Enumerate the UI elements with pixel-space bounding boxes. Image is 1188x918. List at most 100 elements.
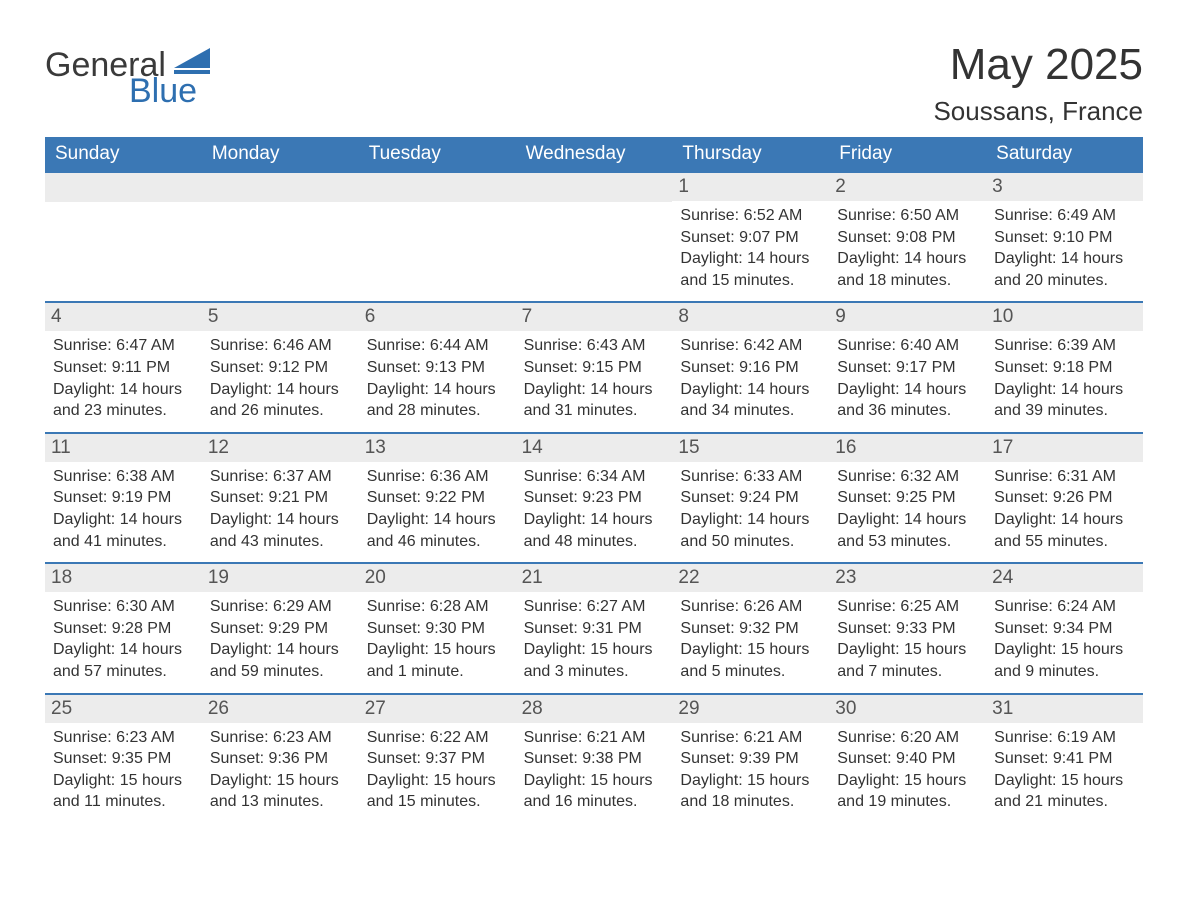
sunrise-label: Sunrise: 6:19 AM	[994, 727, 1135, 749]
calendar-grid: SundayMondayTuesdayWednesdayThursdayFrid…	[45, 137, 1143, 823]
daylight-label: Daylight: 15 hours and 15 minutes.	[367, 770, 508, 813]
sunrise-label: Sunrise: 6:36 AM	[367, 466, 508, 488]
day-detail: Sunrise: 6:42 AMSunset: 9:16 PMDaylight:…	[680, 335, 821, 421]
day-detail: Sunrise: 6:52 AMSunset: 9:07 PMDaylight:…	[680, 205, 821, 291]
day-number: 25	[45, 695, 202, 723]
day-number: 23	[829, 564, 986, 592]
day-detail: Sunrise: 6:37 AMSunset: 9:21 PMDaylight:…	[210, 466, 351, 552]
day-cell: 16Sunrise: 6:32 AMSunset: 9:25 PMDayligh…	[829, 432, 986, 562]
sunset-label: Sunset: 9:35 PM	[53, 748, 194, 770]
daylight-label: Daylight: 14 hours and 18 minutes.	[837, 248, 978, 291]
sunrise-label: Sunrise: 6:21 AM	[680, 727, 821, 749]
daylight-label: Daylight: 14 hours and 50 minutes.	[680, 509, 821, 552]
sunrise-label: Sunrise: 6:34 AM	[524, 466, 665, 488]
day-number	[45, 173, 202, 202]
day-number: 10	[986, 303, 1143, 331]
day-number: 9	[829, 303, 986, 331]
day-detail: Sunrise: 6:28 AMSunset: 9:30 PMDaylight:…	[367, 596, 508, 682]
daylight-label: Daylight: 14 hours and 34 minutes.	[680, 379, 821, 422]
logo-text-wrap: General Blue	[45, 48, 210, 108]
day-cell: 23 Sunrise: 6:25 AMSunset: 9:33 PMDayligh…	[829, 562, 986, 692]
day-detail: Sunrise: 6:34 AMSunset: 9:23 PMDaylight:…	[524, 466, 665, 552]
day-detail: Sunrise: 6:49 AMSunset: 9:10 PMDaylight:…	[994, 205, 1135, 291]
day-detail: Sunrise: 6:23 AMSunset: 9:36 PMDaylight:…	[210, 727, 351, 813]
sunrise-label: Sunrise: 6:42 AM	[680, 335, 821, 357]
sunrise-label: Sunrise: 6:43 AM	[524, 335, 665, 357]
day-number: 7	[516, 303, 673, 331]
day-number: 28	[516, 695, 673, 723]
day-cell: 12 Sunrise: 6:37 AMSunset: 9:21 PMDayligh…	[202, 432, 359, 562]
day-cell	[202, 171, 359, 301]
sunset-label: Sunset: 9:34 PM	[994, 618, 1135, 640]
sunrise-label: Sunrise: 6:44 AM	[367, 335, 508, 357]
day-header: Saturday	[986, 137, 1143, 171]
sunrise-label: Sunrise: 6:52 AM	[680, 205, 821, 227]
daylight-label: Daylight: 15 hours and 13 minutes.	[210, 770, 351, 813]
day-cell: 19Sunrise: 6:29 AMSunset: 9:29 PMDayligh…	[202, 562, 359, 692]
day-cell: 8Sunrise: 6:42 AMSunset: 9:16 PMDaylight…	[672, 301, 829, 431]
sunset-label: Sunset: 9:32 PM	[680, 618, 821, 640]
day-number: 15	[672, 434, 829, 462]
sunrise-label: Sunrise: 6:49 AM	[994, 205, 1135, 227]
day-detail: Sunrise: 6:20 AMSunset: 9:40 PMDaylight:…	[837, 727, 978, 813]
day-detail: Sunrise: 6:21 AMSunset: 9:38 PMDaylight:…	[524, 727, 665, 813]
sunrise-label: Sunrise: 6:33 AM	[680, 466, 821, 488]
day-detail: Sunrise: 6:36 AMSunset: 9:22 PMDaylight:…	[367, 466, 508, 552]
sunrise-label: Sunrise: 6:26 AM	[680, 596, 821, 618]
logo-text-blue: Blue	[129, 74, 210, 108]
logo-block: General Blue	[45, 48, 210, 108]
daylight-label: Daylight: 14 hours and 55 minutes.	[994, 509, 1135, 552]
calendar-page: General Blue May 2025 Soussans, France S…	[0, 0, 1188, 918]
day-detail: Sunrise: 6:40 AMSunset: 9:17 PMDaylight:…	[837, 335, 978, 421]
day-detail: Sunrise: 6:25 AMSunset: 9:33 PMDaylight:…	[837, 596, 978, 682]
day-detail: Sunrise: 6:30 AMSunset: 9:28 PMDaylight:…	[53, 596, 194, 682]
day-number: 1	[672, 173, 829, 201]
day-number: 11	[45, 434, 202, 462]
sunrise-label: Sunrise: 6:37 AM	[210, 466, 351, 488]
header: General Blue May 2025 Soussans, France	[45, 40, 1143, 127]
day-cell: 25Sunrise: 6:23 AMSunset: 9:35 PMDayligh…	[45, 693, 202, 823]
sunset-label: Sunset: 9:10 PM	[994, 227, 1135, 249]
daylight-label: Daylight: 15 hours and 7 minutes.	[837, 639, 978, 682]
sunset-label: Sunset: 9:31 PM	[524, 618, 665, 640]
day-number: 14	[516, 434, 673, 462]
sunset-label: Sunset: 9:24 PM	[680, 487, 821, 509]
sunset-label: Sunset: 9:16 PM	[680, 357, 821, 379]
day-cell: 31Sunrise: 6:19 AMSunset: 9:41 PMDayligh…	[986, 693, 1143, 823]
day-detail: Sunrise: 6:32 AMSunset: 9:25 PMDaylight:…	[837, 466, 978, 552]
sunset-label: Sunset: 9:19 PM	[53, 487, 194, 509]
sunset-label: Sunset: 9:21 PM	[210, 487, 351, 509]
daylight-label: Daylight: 14 hours and 36 minutes.	[837, 379, 978, 422]
daylight-label: Daylight: 14 hours and 15 minutes.	[680, 248, 821, 291]
day-cell: 17Sunrise: 6:31 AMSunset: 9:26 PMDayligh…	[986, 432, 1143, 562]
day-cell: 1 Sunrise: 6:52 AMSunset: 9:07 PMDaylight…	[672, 171, 829, 301]
day-header: Friday	[829, 137, 986, 171]
day-detail: Sunrise: 6:27 AMSunset: 9:31 PMDaylight:…	[524, 596, 665, 682]
sunrise-label: Sunrise: 6:31 AM	[994, 466, 1135, 488]
daylight-label: Daylight: 14 hours and 20 minutes.	[994, 248, 1135, 291]
day-cell: 2Sunrise: 6:50 AMSunset: 9:08 PMDaylight…	[829, 171, 986, 301]
sunrise-label: Sunrise: 6:24 AM	[994, 596, 1135, 618]
day-cell: 30Sunrise: 6:20 AMSunset: 9:40 PMDayligh…	[829, 693, 986, 823]
daylight-label: Daylight: 14 hours and 28 minutes.	[367, 379, 508, 422]
day-cell: 11Sunrise: 6:38 AMSunset: 9:19 PMDayligh…	[45, 432, 202, 562]
sunrise-label: Sunrise: 6:30 AM	[53, 596, 194, 618]
day-number: 6	[359, 303, 516, 331]
sunset-label: Sunset: 9:41 PM	[994, 748, 1135, 770]
sunrise-label: Sunrise: 6:22 AM	[367, 727, 508, 749]
day-cell: 15 Sunrise: 6:33 AMSunset: 9:24 PMDayligh…	[672, 432, 829, 562]
day-detail: Sunrise: 6:44 AMSunset: 9:13 PMDaylight:…	[367, 335, 508, 421]
sunrise-label: Sunrise: 6:25 AM	[837, 596, 978, 618]
day-cell: 20Sunrise: 6:28 AMSunset: 9:30 PMDayligh…	[359, 562, 516, 692]
sunrise-label: Sunrise: 6:29 AM	[210, 596, 351, 618]
day-cell: 6 Sunrise: 6:44 AMSunset: 9:13 PMDaylight…	[359, 301, 516, 431]
day-detail: Sunrise: 6:46 AMSunset: 9:12 PMDaylight:…	[210, 335, 351, 421]
day-cell	[359, 171, 516, 301]
daylight-label: Daylight: 15 hours and 1 minute.	[367, 639, 508, 682]
sunrise-label: Sunrise: 6:50 AM	[837, 205, 978, 227]
day-header: Monday	[202, 137, 359, 171]
day-number: 18	[45, 564, 202, 592]
sunset-label: Sunset: 9:13 PM	[367, 357, 508, 379]
day-number: 12	[202, 434, 359, 462]
day-cell	[516, 171, 673, 301]
